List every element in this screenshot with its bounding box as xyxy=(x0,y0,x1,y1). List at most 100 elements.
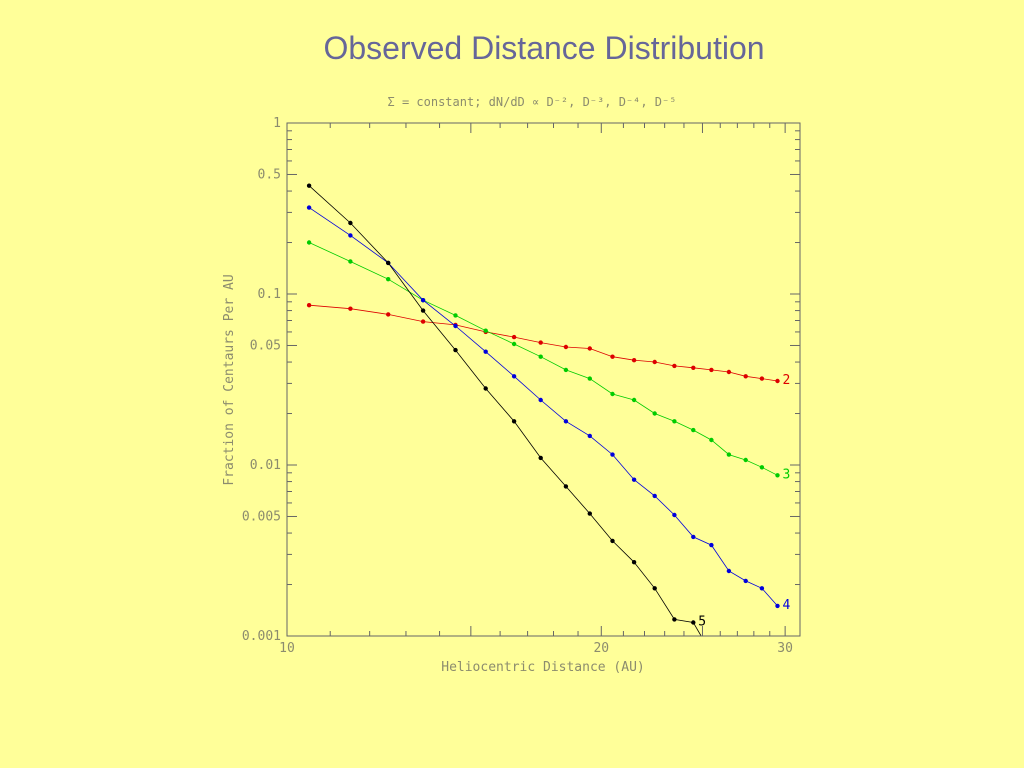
data-point xyxy=(759,465,765,470)
data-point xyxy=(726,568,732,574)
x-tick-label: 20 xyxy=(593,641,609,656)
series-line-4 xyxy=(308,207,778,607)
data-point xyxy=(483,328,488,333)
data-point xyxy=(483,349,488,354)
data-point xyxy=(511,374,517,379)
data-point xyxy=(743,374,748,379)
data-point xyxy=(759,586,765,591)
data-point xyxy=(672,419,677,424)
data-point xyxy=(610,391,615,397)
data-point xyxy=(306,303,312,308)
data-point xyxy=(610,354,615,359)
y-tick-label: 1 xyxy=(273,116,281,131)
y-tick-label: 0.1 xyxy=(258,287,281,302)
series-end-label: 4 xyxy=(783,598,791,613)
data-point xyxy=(691,620,696,625)
data-point xyxy=(672,363,677,369)
data-point xyxy=(348,233,353,238)
data-point xyxy=(587,376,592,381)
data-point xyxy=(483,386,488,391)
data-point xyxy=(726,369,732,375)
data-point xyxy=(587,433,592,439)
series-layer: 2 3 4 5 xyxy=(306,183,791,636)
data-point xyxy=(453,347,458,353)
y-tick-label: 0.5 xyxy=(258,167,281,182)
series-4: 4 xyxy=(306,205,791,613)
series-end-label: 3 xyxy=(783,467,791,482)
series-line-3 xyxy=(308,242,778,476)
data-point xyxy=(775,603,780,609)
data-point xyxy=(563,419,569,424)
y-tick-label: 0.05 xyxy=(250,338,281,353)
data-point xyxy=(652,493,657,499)
data-point xyxy=(610,538,615,544)
x-axis-title: Heliocentric Distance (AU) xyxy=(441,660,645,675)
data-point xyxy=(420,319,426,324)
data-point xyxy=(420,298,426,303)
data-point xyxy=(538,340,543,345)
data-point xyxy=(563,484,569,489)
data-point xyxy=(775,473,780,478)
y-tick-label: 0.005 xyxy=(242,509,281,524)
data-point xyxy=(538,354,543,359)
data-point xyxy=(672,617,677,622)
data-point xyxy=(709,542,714,548)
series-end-label: 5 xyxy=(698,615,706,630)
data-point xyxy=(631,477,637,482)
x-tick-label: 30 xyxy=(777,641,793,656)
data-point xyxy=(709,367,714,373)
data-point xyxy=(511,419,517,424)
data-point xyxy=(726,452,732,457)
data-point xyxy=(563,367,569,373)
data-point xyxy=(743,578,748,584)
series-line-2 xyxy=(309,304,778,382)
data-point xyxy=(652,411,657,416)
data-point xyxy=(759,376,765,381)
data-point xyxy=(306,183,312,188)
data-point xyxy=(348,306,353,311)
chart-subtitle: Σ = constant; dN/dD ∝ D⁻², D⁻³, D⁻⁴, D⁻⁵ xyxy=(388,95,677,109)
data-point xyxy=(672,512,677,518)
data-point xyxy=(652,586,657,591)
data-point xyxy=(420,308,426,313)
data-point xyxy=(631,560,637,565)
series-line-5 xyxy=(308,185,702,636)
data-point xyxy=(511,334,517,340)
data-point xyxy=(691,365,696,370)
data-point xyxy=(587,346,592,351)
data-point xyxy=(631,358,637,363)
data-point xyxy=(348,259,353,264)
data-point xyxy=(691,534,696,540)
data-point xyxy=(538,397,543,403)
data-point xyxy=(453,313,458,318)
slide-title: Observed Distance Distribution xyxy=(323,30,765,66)
y-tick-label: 0.001 xyxy=(242,629,281,644)
data-point xyxy=(631,397,637,403)
data-point xyxy=(775,378,780,384)
series-end-label: 2 xyxy=(783,373,791,388)
data-point xyxy=(386,312,391,317)
data-point xyxy=(348,220,353,226)
data-point xyxy=(511,341,517,347)
data-point xyxy=(386,260,391,266)
series-2: 2 xyxy=(306,303,791,388)
y-tick-label: 0.01 xyxy=(250,458,281,473)
data-point xyxy=(563,344,569,350)
data-point xyxy=(386,277,391,282)
data-point xyxy=(538,455,543,461)
data-point xyxy=(610,452,615,457)
plot-frame xyxy=(286,122,801,637)
data-point xyxy=(743,457,748,463)
series-3: 3 xyxy=(306,240,791,482)
y-axis-title: Fraction of Centaurs Per AU xyxy=(222,274,237,485)
data-point xyxy=(306,240,312,245)
data-point xyxy=(652,359,657,365)
data-point xyxy=(691,427,696,433)
data-point xyxy=(453,323,458,329)
x-tick-label: 10 xyxy=(279,641,295,656)
series-5: 5 xyxy=(306,183,706,636)
data-point xyxy=(587,511,592,516)
data-point xyxy=(306,205,312,210)
